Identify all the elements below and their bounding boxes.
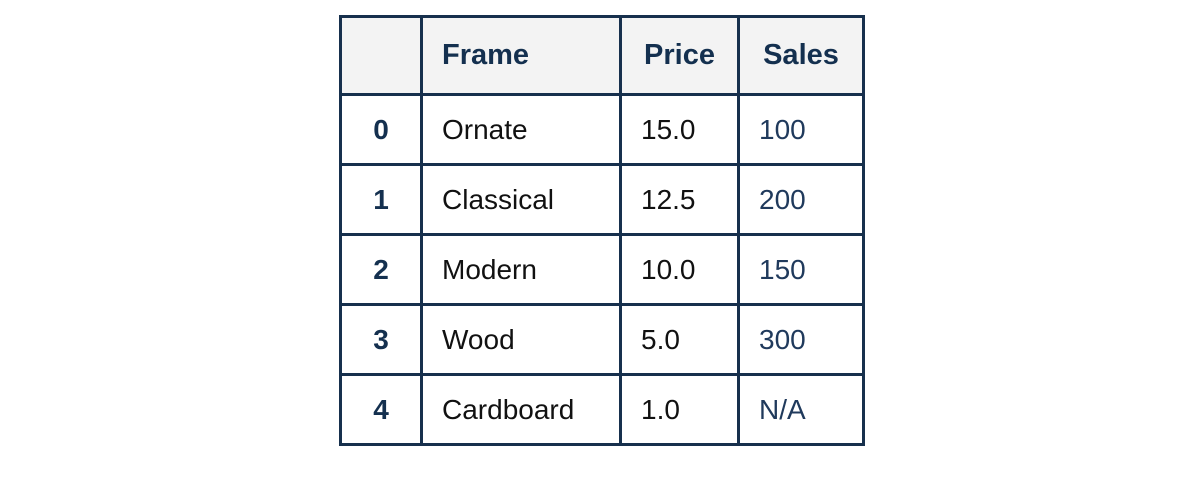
table-row: 1 Classical 12.5 200: [339, 163, 865, 236]
frame-cell: Classical: [420, 163, 622, 236]
row-index-cell: 0: [339, 93, 423, 166]
row-index-cell: 1: [339, 163, 423, 236]
table-header: Frame Price Sales: [339, 15, 865, 96]
table-row: 3 Wood 5.0 300: [339, 303, 865, 376]
price-cell: 15.0: [619, 93, 740, 166]
table-row: 4 Cardboard 1.0 N/A: [339, 373, 865, 446]
header-index-cell: [339, 15, 423, 96]
sales-cell: 300: [737, 303, 865, 376]
sales-cell: 150: [737, 233, 865, 306]
header-price-cell: Price: [619, 15, 740, 96]
frame-cell: Cardboard: [420, 373, 622, 446]
sales-cell: 100: [737, 93, 865, 166]
frame-cell: Modern: [420, 233, 622, 306]
frames-data-table: Frame Price Sales 0 Ornate 15.0 100 1 Cl…: [339, 15, 865, 446]
header-frame-cell: Frame: [420, 15, 622, 96]
price-cell: 1.0: [619, 373, 740, 446]
frame-cell: Wood: [420, 303, 622, 376]
price-cell: 10.0: [619, 233, 740, 306]
row-index-cell: 4: [339, 373, 423, 446]
table-row: 0 Ornate 15.0 100: [339, 93, 865, 166]
price-cell: 12.5: [619, 163, 740, 236]
header-row: Frame Price Sales: [339, 15, 865, 96]
row-index-cell: 3: [339, 303, 423, 376]
sales-cell: 200: [737, 163, 865, 236]
sales-cell: N/A: [737, 373, 865, 446]
row-index-cell: 2: [339, 233, 423, 306]
header-sales-cell: Sales: [737, 15, 865, 96]
frame-cell: Ornate: [420, 93, 622, 166]
table-body: 0 Ornate 15.0 100 1 Classical 12.5 200 2…: [339, 93, 865, 446]
table-row: 2 Modern 10.0 150: [339, 233, 865, 306]
price-cell: 5.0: [619, 303, 740, 376]
